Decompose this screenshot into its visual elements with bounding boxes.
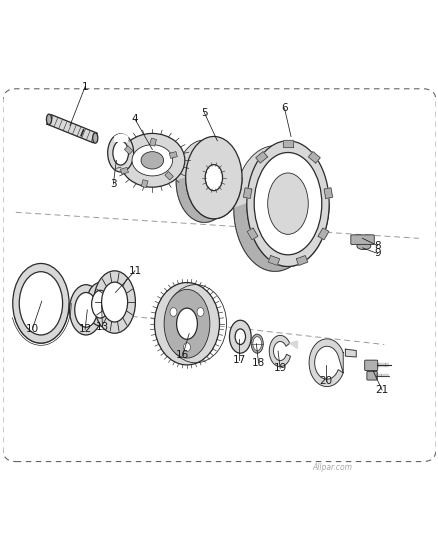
Ellipse shape <box>176 140 232 222</box>
Polygon shape <box>345 349 355 357</box>
Ellipse shape <box>246 141 328 266</box>
Polygon shape <box>283 140 292 147</box>
Ellipse shape <box>141 151 163 169</box>
Ellipse shape <box>254 152 321 255</box>
Ellipse shape <box>92 290 109 318</box>
Ellipse shape <box>46 114 52 125</box>
Polygon shape <box>47 115 97 143</box>
Polygon shape <box>243 188 251 198</box>
Ellipse shape <box>267 173 307 235</box>
Text: 5: 5 <box>201 108 207 118</box>
Ellipse shape <box>170 308 177 317</box>
Polygon shape <box>318 228 328 240</box>
Text: 20: 20 <box>318 376 332 386</box>
Ellipse shape <box>185 136 241 219</box>
Bar <box>124 146 133 155</box>
Text: 1: 1 <box>81 82 88 92</box>
Polygon shape <box>233 204 328 271</box>
Bar <box>141 180 148 188</box>
Polygon shape <box>289 341 297 349</box>
Ellipse shape <box>94 271 135 333</box>
Polygon shape <box>255 151 267 163</box>
Ellipse shape <box>107 134 134 172</box>
Text: 12: 12 <box>78 325 92 334</box>
Polygon shape <box>323 188 332 198</box>
Ellipse shape <box>183 343 190 351</box>
Ellipse shape <box>154 282 219 365</box>
Polygon shape <box>308 339 343 386</box>
Text: 16: 16 <box>176 350 189 360</box>
Text: Allpar.com: Allpar.com <box>311 463 351 472</box>
Text: 18: 18 <box>251 358 265 368</box>
Text: 11: 11 <box>128 266 141 276</box>
Polygon shape <box>247 228 257 240</box>
Ellipse shape <box>197 308 204 317</box>
FancyBboxPatch shape <box>350 235 373 245</box>
Ellipse shape <box>74 293 97 327</box>
Polygon shape <box>176 177 241 222</box>
Text: 6: 6 <box>281 103 287 114</box>
Ellipse shape <box>132 144 172 176</box>
Ellipse shape <box>19 272 63 335</box>
Ellipse shape <box>113 141 128 165</box>
Ellipse shape <box>229 320 251 353</box>
Ellipse shape <box>13 263 69 343</box>
Ellipse shape <box>86 282 114 326</box>
Ellipse shape <box>69 285 102 335</box>
Bar <box>169 151 177 158</box>
Text: 3: 3 <box>110 179 117 189</box>
FancyBboxPatch shape <box>364 360 377 370</box>
Text: 8: 8 <box>374 241 380 251</box>
Polygon shape <box>296 256 307 265</box>
Ellipse shape <box>235 329 245 344</box>
Bar <box>120 167 128 174</box>
Ellipse shape <box>120 133 184 187</box>
Text: 9: 9 <box>374 248 380 259</box>
Ellipse shape <box>164 289 209 358</box>
Text: 10: 10 <box>26 325 39 334</box>
Bar <box>164 172 173 180</box>
Polygon shape <box>268 335 290 367</box>
Ellipse shape <box>92 133 98 143</box>
Polygon shape <box>268 256 279 265</box>
Ellipse shape <box>251 334 263 353</box>
Text: 19: 19 <box>273 364 286 373</box>
Ellipse shape <box>233 146 315 271</box>
Text: 17: 17 <box>232 354 245 365</box>
Bar <box>149 138 156 146</box>
Ellipse shape <box>101 282 127 322</box>
Ellipse shape <box>252 337 261 351</box>
Text: 4: 4 <box>131 114 138 124</box>
Ellipse shape <box>176 308 197 340</box>
Text: 13: 13 <box>95 322 109 332</box>
Polygon shape <box>308 151 319 163</box>
Ellipse shape <box>205 165 222 191</box>
Text: 21: 21 <box>374 385 388 395</box>
Ellipse shape <box>356 243 370 249</box>
FancyBboxPatch shape <box>366 372 376 380</box>
